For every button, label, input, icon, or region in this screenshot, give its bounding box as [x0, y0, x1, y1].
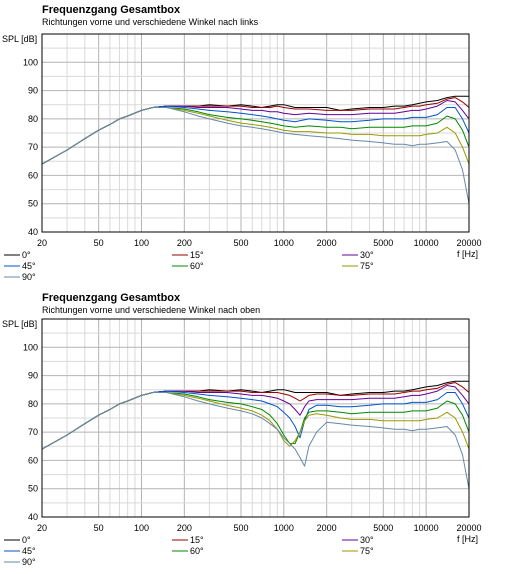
series-line-2	[41, 100, 470, 165]
chart-2-series-group	[41, 380, 470, 489]
series-line-3	[41, 105, 470, 165]
chart-2-x-tick: 500	[233, 523, 248, 533]
series-line-6	[41, 392, 470, 489]
chart-2-legend-label: 0°	[22, 535, 31, 545]
chart-1-legend-item: 0°	[4, 250, 31, 260]
chart-1-y-tick: 80	[28, 114, 38, 124]
chart-2-y-tick: 80	[28, 399, 38, 409]
chart-1-y-tick: 40	[28, 227, 38, 237]
chart-1-y-tick: 50	[28, 199, 38, 209]
chart-1-legend-item: 75°	[342, 261, 374, 271]
series-line-1	[41, 97, 470, 165]
chart-2-legend-label: 30°	[360, 535, 374, 545]
chart-2-y-tick-labels: 40 50 60 70 80 90 100	[23, 342, 38, 522]
chart-1-series-group	[41, 95, 470, 204]
chart-2-x-tick: 200	[177, 523, 192, 533]
chart-2-x-tick-labels: 20 50 100 200 500 1000 2000 5000 10000 2…	[37, 523, 482, 533]
chart-1-plot-frame	[41, 33, 470, 233]
series-line-0	[41, 95, 469, 165]
chart-2-x-tick: 1000	[274, 523, 294, 533]
chart-1-x-axis-label: f [Hz]	[457, 249, 478, 259]
chart-2-legend-label: 60°	[190, 546, 204, 556]
chart-2-legend-item: 30°	[342, 535, 374, 545]
chart-1-legend-label: 45°	[22, 261, 36, 271]
chart-1-title: Frequenzgang Gesamtbox	[42, 4, 181, 16]
chart-1-y-tick-labels: 40 50 60 70 80 90 100	[23, 57, 38, 237]
chart-2-x-tick: 10000	[414, 523, 439, 533]
series-line-6	[41, 107, 470, 204]
chart-2-legend-item: 60°	[172, 546, 204, 556]
chart-1-y-tick: 90	[28, 86, 38, 96]
chart-1-x-tick: 50	[94, 238, 104, 248]
chart-2-x-tick: 5000	[373, 523, 393, 533]
series-line-5	[41, 107, 470, 165]
chart-1-legend-label: 0°	[22, 250, 31, 260]
chart-1-legend-label: 30°	[360, 250, 374, 260]
chart-2-legend-item: 45°	[4, 546, 36, 556]
chart-2-legend-item: 90°	[4, 557, 36, 567]
chart-2-y-tick: 100	[23, 342, 38, 352]
chart-2-legend-label: 75°	[360, 546, 374, 556]
chart-2-y-tick: 70	[28, 427, 38, 437]
chart-2-legend-item: 75°	[342, 546, 374, 556]
chart-2-legend-label: 45°	[22, 546, 36, 556]
series-line-1	[41, 382, 470, 450]
chart-1-legend-item: 45°	[4, 261, 36, 271]
chart-2-subtitle: Richtungen vorne und verschiedene Winkel…	[42, 305, 260, 315]
chart-1-subtitle: Richtungen vorne und verschiedene Winkel…	[42, 17, 259, 27]
chart-1-x-tick: 5000	[373, 238, 393, 248]
chart-2-y-tick: 60	[28, 455, 38, 465]
chart-1-x-tick: 2000	[317, 238, 337, 248]
chart-2: Frequenzgang Gesamtbox Richtungen vorne …	[2, 292, 482, 567]
chart-1-legend-item: 15°	[172, 250, 204, 260]
chart-2-plot-frame	[41, 318, 470, 518]
chart-2-y-tick: 90	[28, 371, 38, 381]
chart-1: Frequenzgang Gesamtbox Richtungen vorne …	[2, 4, 482, 282]
chart-1-x-tick: 10000	[414, 238, 439, 248]
chart-2-legend-item: 15°	[172, 535, 204, 545]
chart-2-x-tick: 20	[37, 523, 47, 533]
chart-1-legend-label: 75°	[360, 261, 374, 271]
chart-2-x-tick: 20000	[456, 523, 481, 533]
chart-2-legend: 0° 15° 30° 45° 60° 75° 90°	[4, 535, 374, 567]
chart-1-legend-item: 90°	[4, 272, 36, 282]
chart-2-title: Frequenzgang Gesamtbox	[42, 292, 181, 304]
chart-2-x-tick: 100	[134, 523, 149, 533]
chart-1-legend-label: 90°	[22, 272, 36, 282]
chart-2-x-axis-label: f [Hz]	[457, 534, 478, 544]
chart-2-legend-label: 15°	[190, 535, 204, 545]
series-line-2	[41, 385, 470, 450]
chart-1-y-tick: 70	[28, 142, 38, 152]
chart-2-x-tick: 2000	[317, 523, 337, 533]
chart-1-legend: 0° 15° 30° 45° 60° 75° 90°	[4, 250, 374, 282]
chart-1-x-tick: 1000	[274, 238, 294, 248]
chart-1-grid	[42, 34, 469, 232]
chart-1-legend-item: 30°	[342, 250, 374, 260]
chart-2-y-tick: 50	[28, 484, 38, 494]
chart-1-x-tick: 20000	[456, 238, 481, 248]
chart-1-y-axis-label: SPL [dB]	[2, 34, 37, 44]
chart-1-x-tick: 500	[233, 238, 248, 248]
chart-2-x-tick: 50	[94, 523, 104, 533]
chart-2-legend-item: 0°	[4, 535, 31, 545]
chart-2-grid	[42, 319, 469, 517]
chart-1-x-tick: 100	[134, 238, 149, 248]
chart-1-legend-label: 60°	[190, 261, 204, 271]
chart-1-x-tick: 200	[177, 238, 192, 248]
chart-1-legend-item: 60°	[172, 261, 204, 271]
chart-2-y-axis-label: SPL [dB]	[2, 319, 37, 329]
chart-2-legend-label: 90°	[22, 557, 36, 567]
chart-2-y-tick: 40	[28, 512, 38, 522]
chart-1-y-tick: 100	[23, 57, 38, 67]
series-line-3	[41, 390, 470, 450]
chart-1-x-tick-labels: 20 50 100 200 500 1000 2000 5000 10000 2…	[37, 238, 482, 248]
series-line-5	[41, 392, 470, 450]
chart-1-y-tick: 60	[28, 170, 38, 180]
chart-1-legend-label: 15°	[190, 250, 204, 260]
chart-1-x-tick: 20	[37, 238, 47, 248]
